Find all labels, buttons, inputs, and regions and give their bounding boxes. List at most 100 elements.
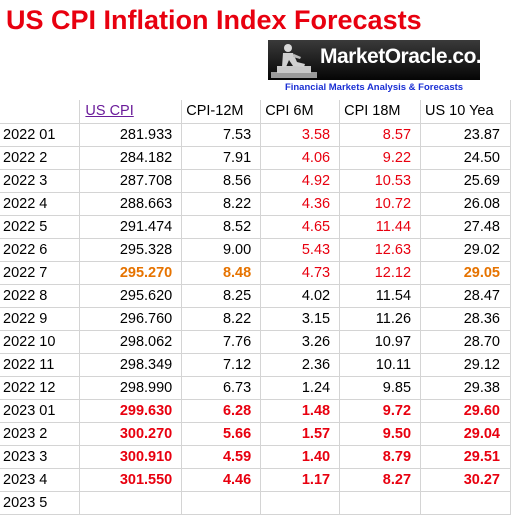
cell-us-10-year: 25.69: [420, 169, 511, 193]
cell-cpi-18m: 10.97: [339, 330, 422, 354]
cell-cpi-12m: 7.53: [181, 123, 262, 147]
cell-cpi-12m: 4.46: [181, 468, 262, 492]
cell-cpi-12m: 5.66: [181, 422, 262, 446]
cell-cpi-12m: 6.28: [181, 399, 262, 423]
cell-cpi-6m: 3.15: [260, 307, 341, 331]
cell-cpi-18m: 9.72: [339, 399, 422, 423]
cell-us-10-year: 29.05: [420, 261, 511, 285]
cell-us-10-year: 24.50: [420, 146, 511, 170]
cell-cpi-6m: 3.58: [260, 123, 341, 147]
cell-cpi-12m: [181, 491, 262, 515]
table-header-row: US CPI CPI-12M CPI 6M CPI 18M US 10 Yea: [0, 100, 511, 124]
logo-name: MarketOracle.co.uk: [320, 45, 480, 68]
header-cpi-12m: CPI-12M: [181, 100, 262, 124]
cell-cpi-12m: 6.73: [181, 376, 262, 400]
cell-period: 2022 8: [0, 284, 81, 308]
cell-us-10-year: 28.36: [420, 307, 511, 331]
cell-period: 2023 2: [0, 422, 81, 446]
cell-us-cpi: 295.328: [79, 238, 183, 262]
cell-cpi-12m: 8.56: [181, 169, 262, 193]
cell-us-cpi: 291.474: [79, 215, 183, 239]
sculpture-figure-icon: [271, 44, 317, 78]
page-title: US CPI Inflation Index Forecasts: [6, 5, 422, 35]
cell-cpi-12m: 9.00: [181, 238, 262, 262]
table-row: 2023 5: [0, 491, 511, 515]
table-row: 2022 8 295.620 8.25 4.02 11.54 28.47: [0, 284, 511, 308]
marketoracle-logo: MarketOracle.co.uk Financial Markets Ana…: [268, 38, 480, 94]
cell-period: 2022 9: [0, 307, 81, 331]
cell-us-cpi: 295.270: [79, 261, 183, 285]
table-row: 2023 4 301.550 4.46 1.17 8.27 30.27: [0, 468, 511, 492]
cell-period: 2023 01: [0, 399, 81, 423]
table-row: 2022 4 288.663 8.22 4.36 10.72 26.08: [0, 192, 511, 216]
cell-cpi-12m: 8.22: [181, 192, 262, 216]
cell-cpi-6m: [260, 491, 341, 515]
cell-cpi-12m: 8.25: [181, 284, 262, 308]
cell-cpi-18m: 8.57: [339, 123, 422, 147]
cell-cpi-18m: 8.27: [339, 468, 422, 492]
table-body: 2022 01 281.933 7.53 3.58 8.57 23.87 2022 2 284…: [0, 123, 511, 515]
table-row: 2023 2 300.270 5.66 1.57 9.50 29.04: [0, 422, 511, 446]
table-row: 2022 2 284.182 7.91 4.06 9.22 24.50: [0, 146, 511, 170]
table-row: 2022 6 295.328 9.00 5.43 12.63 29.02: [0, 238, 511, 262]
header-period: [0, 100, 81, 124]
table-row: 2023 01 299.630 6.28 1.48 9.72 29.60: [0, 399, 511, 423]
cell-cpi-6m: 4.73: [260, 261, 341, 285]
cell-period: 2022 3: [0, 169, 81, 193]
cell-cpi-18m: 9.50: [339, 422, 422, 446]
cell-period: 2022 12: [0, 376, 81, 400]
cell-us-cpi: 295.620: [79, 284, 183, 308]
cell-us-cpi: 300.270: [79, 422, 183, 446]
cell-cpi-6m: 1.17: [260, 468, 341, 492]
cell-us-cpi: 298.349: [79, 353, 183, 377]
cell-us-cpi: [79, 491, 183, 515]
cell-cpi-18m: 12.12: [339, 261, 422, 285]
cell-cpi-6m: 4.65: [260, 215, 341, 239]
cell-period: 2022 10: [0, 330, 81, 354]
cell-cpi-18m: 9.85: [339, 376, 422, 400]
cell-cpi-6m: 1.24: [260, 376, 341, 400]
cell-period: 2023 4: [0, 468, 81, 492]
cell-cpi-18m: [339, 491, 422, 515]
cell-cpi-6m: 4.02: [260, 284, 341, 308]
cell-cpi-6m: 5.43: [260, 238, 341, 262]
cell-cpi-6m: 4.92: [260, 169, 341, 193]
cell-cpi-12m: 7.91: [181, 146, 262, 170]
header-us-cpi[interactable]: US CPI: [79, 100, 183, 124]
cell-us-cpi: 296.760: [79, 307, 183, 331]
cell-us-10-year: 29.12: [420, 353, 511, 377]
cell-period: 2022 7: [0, 261, 81, 285]
cell-period: 2022 5: [0, 215, 81, 239]
cell-cpi-6m: 1.48: [260, 399, 341, 423]
table-row: 2022 7 295.270 8.48 4.73 12.12 29.05: [0, 261, 511, 285]
cell-cpi-6m: 3.26: [260, 330, 341, 354]
table-row: 2022 12 298.990 6.73 1.24 9.85 29.38: [0, 376, 511, 400]
cell-period: 2022 4: [0, 192, 81, 216]
cell-us-cpi: 299.630: [79, 399, 183, 423]
cell-us-10-year: 29.51: [420, 445, 511, 469]
table-row: 2022 10 298.062 7.76 3.26 10.97 28.70: [0, 330, 511, 354]
cell-cpi-18m: 12.63: [339, 238, 422, 262]
cell-cpi-18m: 11.44: [339, 215, 422, 239]
cell-us-cpi: 288.663: [79, 192, 183, 216]
cell-us-10-year: 27.48: [420, 215, 511, 239]
table-row: 2022 01 281.933 7.53 3.58 8.57 23.87: [0, 123, 511, 147]
cell-us-10-year: 28.47: [420, 284, 511, 308]
cell-cpi-6m: 2.36: [260, 353, 341, 377]
cell-us-10-year: 26.08: [420, 192, 511, 216]
cell-us-cpi: 287.708: [79, 169, 183, 193]
cell-cpi-12m: 8.52: [181, 215, 262, 239]
cell-cpi-6m: 1.57: [260, 422, 341, 446]
cell-period: 2022 11: [0, 353, 81, 377]
cell-cpi-6m: 1.40: [260, 445, 341, 469]
cell-us-cpi: 281.933: [79, 123, 183, 147]
cell-cpi-18m: 10.72: [339, 192, 422, 216]
table-row: 2022 9 296.760 8.22 3.15 11.26 28.36: [0, 307, 511, 331]
cell-us-cpi: 300.910: [79, 445, 183, 469]
cell-period: 2022 2: [0, 146, 81, 170]
cell-period: 2023 5: [0, 491, 81, 515]
table-row: 2022 3 287.708 8.56 4.92 10.53 25.69: [0, 169, 511, 193]
cell-cpi-18m: 11.26: [339, 307, 422, 331]
cell-cpi-12m: 8.22: [181, 307, 262, 331]
cell-cpi-18m: 10.11: [339, 353, 422, 377]
